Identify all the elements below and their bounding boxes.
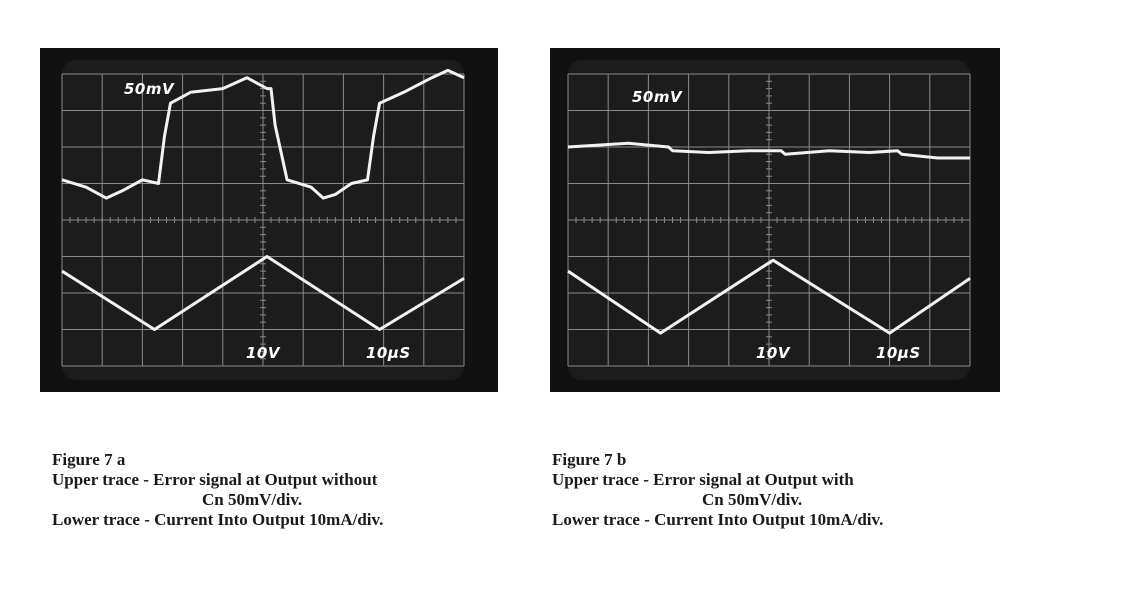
lower-trace xyxy=(61,255,465,331)
caption-upper-trace-cont: Cn 50mV/div. xyxy=(202,490,303,509)
caption-a: Figure 7 a Upper trace - Error signal at… xyxy=(52,450,522,530)
caption-lower-trace: Lower trace - Current Into Output 10mA/d… xyxy=(52,510,384,529)
caption-upper-trace: Upper trace - Error signal at Output wit… xyxy=(552,470,854,489)
upper-trace xyxy=(61,68,465,200)
caption-title: Figure 7 b xyxy=(552,450,627,469)
caption-upper-trace-cont: Cn 50mV/div. xyxy=(702,490,803,509)
caption-upper-trace: Upper trace - Error signal at Output wit… xyxy=(52,470,378,489)
scope-screen-b xyxy=(550,48,1000,392)
lower-scale-label: 10V xyxy=(756,344,790,362)
caption-b: Figure 7 b Upper trace - Error signal at… xyxy=(552,450,1022,530)
scope-panel-a: 50mV 10V 10µS xyxy=(40,48,498,392)
upper-scale-label: 50mV xyxy=(124,80,175,98)
upper-trace xyxy=(567,141,970,160)
caption-title: Figure 7 a xyxy=(52,450,126,469)
time-scale-label: 10µS xyxy=(366,344,411,362)
time-scale-label: 10µS xyxy=(876,344,921,362)
scope-panel-b: 50mV 10V 10µS xyxy=(550,48,1000,392)
lower-trace xyxy=(567,258,971,335)
upper-scale-label: 50mV xyxy=(632,88,683,106)
caption-lower-trace: Lower trace - Current Into Output 10mA/d… xyxy=(552,510,884,529)
scope-screen-a xyxy=(40,48,498,392)
lower-scale-label: 10V xyxy=(246,344,280,362)
